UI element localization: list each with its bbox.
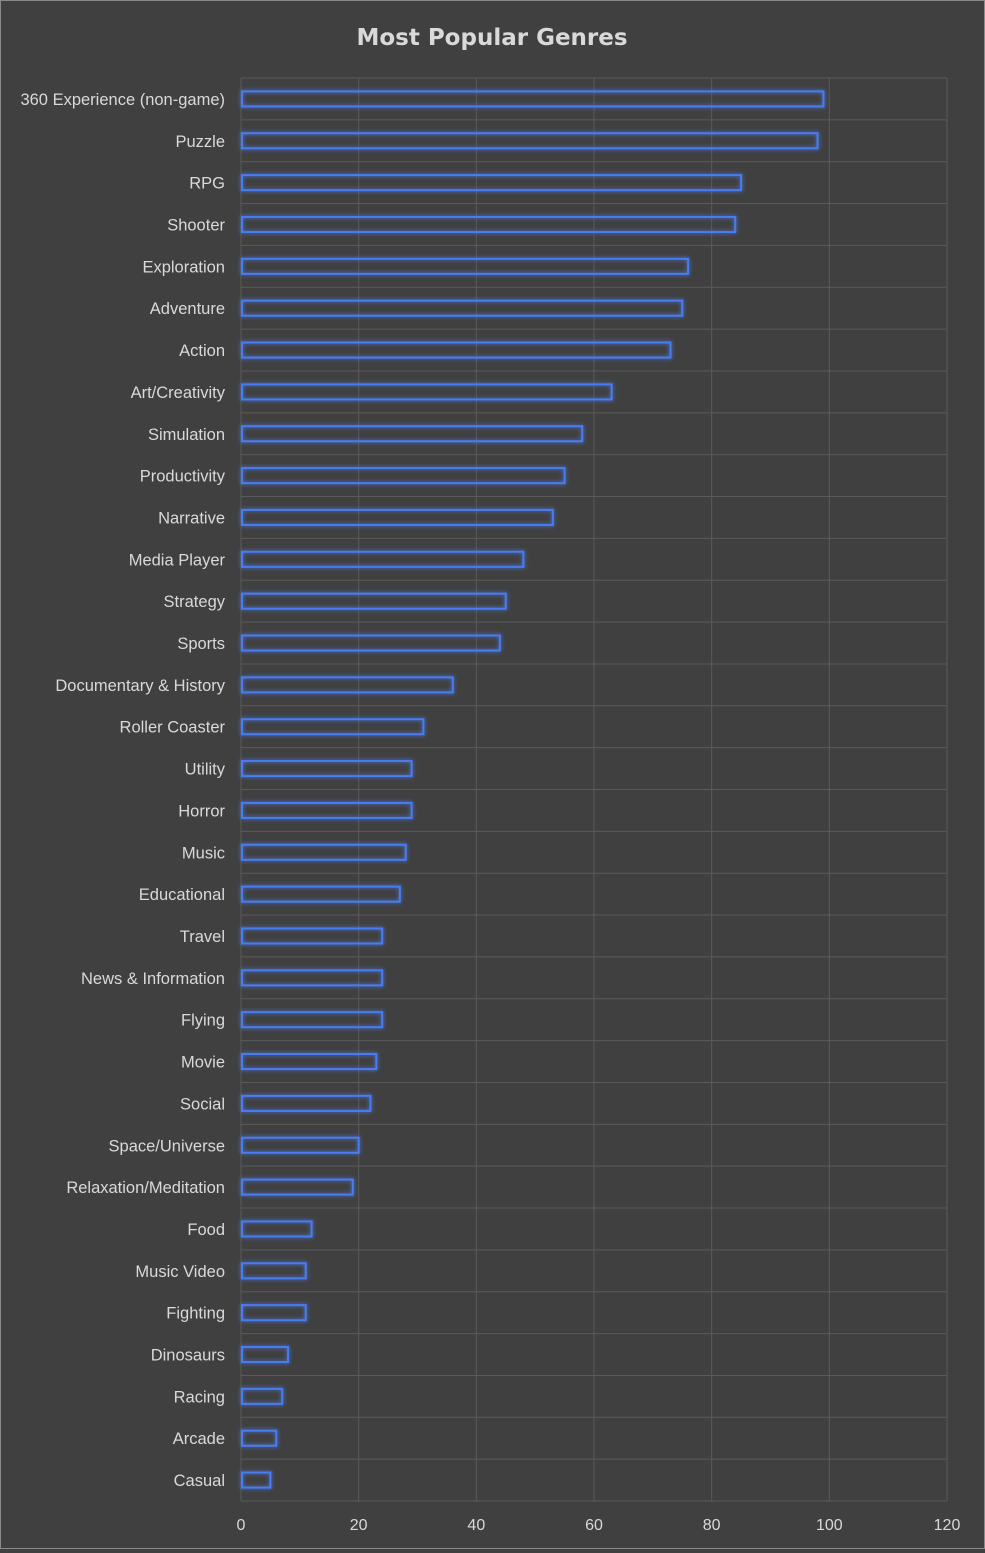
bar [241, 676, 454, 694]
category-label: Music [182, 844, 225, 862]
category-label: Action [179, 342, 225, 360]
bar [241, 215, 737, 234]
x-tick-label: 60 [585, 1517, 603, 1534]
category-label: Utility [185, 761, 226, 779]
x-tick-label: 40 [467, 1517, 485, 1534]
bar [241, 1011, 384, 1029]
x-axis-ticks: 0 20 40 60 80 100 120 [237, 1517, 961, 1534]
category-label: Social [180, 1095, 225, 1113]
category-label: Casual [174, 1472, 225, 1490]
category-label: Strategy [164, 593, 226, 611]
category-label: Food [187, 1221, 225, 1239]
bar [241, 1094, 372, 1112]
category-label: Roller Coaster [120, 719, 226, 737]
bar [241, 299, 684, 317]
bar [241, 1262, 307, 1280]
category-label: Dinosaurs [151, 1347, 225, 1365]
x-tick-label: 120 [934, 1517, 961, 1534]
category-label: Sports [177, 635, 225, 653]
bar [241, 1471, 272, 1489]
x-tick-label: 80 [703, 1517, 721, 1534]
bar [241, 1178, 354, 1196]
category-labels: 360 Experience (non-game) Puzzle RPG Shoote… [20, 91, 225, 1490]
category-label: Adventure [150, 300, 225, 318]
bar [241, 383, 613, 401]
category-label: Simulation [148, 426, 225, 444]
bar [241, 257, 690, 275]
bar [241, 843, 407, 861]
category-label: Puzzle [175, 133, 225, 151]
category-label: News & Information [81, 970, 225, 988]
category-label: Productivity [140, 468, 226, 486]
category-label: Exploration [142, 258, 225, 276]
bar [241, 592, 507, 610]
bar [241, 1429, 278, 1447]
bar [241, 760, 413, 778]
category-label: Flying [181, 1012, 225, 1030]
category-label: Narrative [158, 509, 225, 527]
gridlines [240, 77, 948, 1502]
bar [241, 90, 825, 108]
category-label: Relaxation/Meditation [66, 1179, 225, 1197]
category-label: Movie [181, 1054, 225, 1072]
category-label: Racing [174, 1388, 225, 1406]
bar [241, 425, 584, 443]
category-label: Fighting [166, 1305, 225, 1323]
bar [241, 1304, 307, 1322]
chart-title: Most Popular Genres [356, 25, 627, 51]
category-label: Educational [139, 886, 225, 904]
category-label: Space/Universe [109, 1137, 225, 1155]
bar [241, 341, 672, 359]
bar [241, 132, 819, 150]
category-label: Shooter [167, 216, 225, 234]
bar [241, 1053, 378, 1071]
bars [241, 90, 825, 1489]
bar [241, 550, 525, 568]
category-label: RPG [189, 175, 225, 193]
bar [241, 174, 743, 192]
category-label: Travel [180, 928, 225, 946]
x-tick-label: 100 [816, 1517, 843, 1534]
bar [241, 801, 413, 819]
category-label: Arcade [173, 1430, 225, 1448]
category-label: Documentary & History [55, 677, 225, 695]
bar [241, 1136, 360, 1154]
bar [241, 718, 425, 736]
category-label: Music Video [135, 1263, 225, 1281]
category-label: 360 Experience (non-game) [20, 91, 225, 109]
bar [241, 885, 401, 903]
bar [241, 969, 384, 987]
bar [241, 1345, 290, 1364]
category-label: Art/Creativity [131, 384, 226, 402]
bar [241, 508, 554, 526]
bar [241, 1220, 313, 1238]
x-tick-label: 20 [350, 1517, 368, 1534]
category-label: Media Player [129, 551, 226, 569]
bar [241, 634, 501, 652]
x-tick-label: 0 [237, 1517, 246, 1534]
bar [241, 1387, 284, 1405]
category-label: Horror [178, 802, 225, 820]
bar [241, 927, 384, 945]
bar [241, 467, 566, 485]
